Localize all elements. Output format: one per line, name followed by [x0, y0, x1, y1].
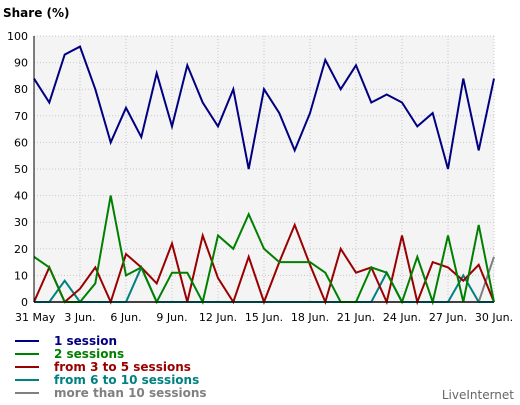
x-tick-label: 9 Jun.	[156, 311, 187, 324]
legend-label: more than 10 sessions	[54, 386, 207, 400]
legend-label: 2 sessions	[54, 347, 124, 361]
legend-label: from 3 to 5 sessions	[54, 360, 191, 374]
y-tick-labels: 0 10 20 30 40 50 60 70 80 90 100	[7, 30, 28, 309]
y-tick-label: 0	[21, 296, 28, 309]
legend-label: 1 session	[54, 334, 117, 348]
series-line-1	[33, 195, 495, 306]
y-tick-label: 20	[14, 243, 28, 256]
legend-label: from 6 to 10 sessions	[54, 373, 199, 387]
x-tick-label: 15 Jun.	[245, 311, 283, 324]
y-tick-label: 90	[14, 57, 28, 70]
x-tick-label: 18 Jun.	[291, 311, 329, 324]
liveinternet-brand: LiveInternet	[442, 388, 514, 402]
y-tick-label: 30	[14, 216, 28, 229]
y-tick-label: 50	[14, 163, 28, 176]
x-tick-label: 27 Jun.	[429, 311, 467, 324]
y-tick-label: 100	[7, 30, 28, 43]
x-tick-labels: 31 May 3 Jun. 6 Jun. 9 Jun. 12 Jun. 15 Jun. 18…	[15, 311, 513, 324]
x-tick-label: 3 Jun.	[64, 311, 95, 324]
x-tick-label: 24 Jun.	[383, 311, 421, 324]
x-tick-label: 12 Jun.	[199, 311, 237, 324]
y-tick-label: 80	[14, 83, 28, 96]
series-line-0	[33, 45, 495, 170]
x-tick-label: 30 Jun.	[475, 311, 513, 324]
x-tick-label: 31 May	[15, 311, 56, 324]
y-tick-label: 10	[14, 269, 28, 282]
y-tick-label: 40	[14, 190, 28, 203]
y-tick-label: 60	[14, 136, 28, 149]
y-axis-title: Share (%)	[3, 6, 70, 20]
x-tick-label: 21 Jun.	[337, 311, 375, 324]
y-tick-label: 70	[14, 110, 28, 123]
x-tick-label: 6 Jun.	[110, 311, 141, 324]
